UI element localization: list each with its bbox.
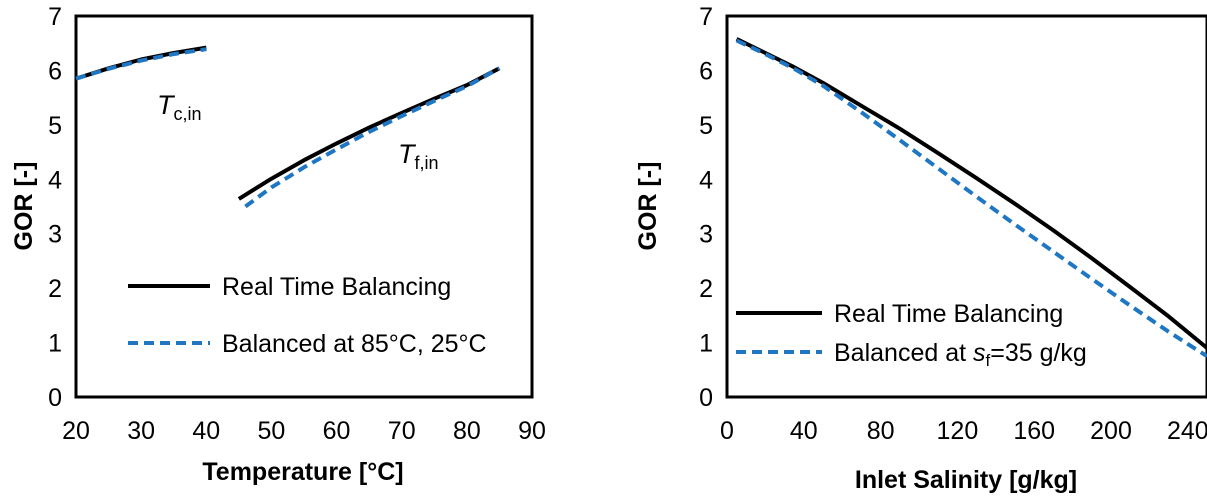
legend-label-balanced-right: Balanced at sf=35 g/kg <box>834 339 1087 370</box>
plot-frame-left <box>74 14 534 399</box>
y-tick-label: 7 <box>699 3 713 31</box>
x-tick-label: 20 <box>62 417 90 445</box>
y-tick-label: 7 <box>48 3 62 31</box>
legend-left: Real Time Balancing Balanced at 85°C, 25… <box>128 273 487 358</box>
x-tick-label: 120 <box>937 417 979 445</box>
series-line-balanced <box>75 47 207 81</box>
x-tick-labels-right: 0 40 80 120 160 200 240 <box>720 417 1207 445</box>
y-tick-label: 3 <box>699 221 713 249</box>
x-axis-title-left: Temperature [°C] <box>202 458 403 486</box>
x-tick-label: 200 <box>1090 417 1132 445</box>
series-lines-left <box>75 45 501 209</box>
series-line-balanced <box>735 38 1207 358</box>
x-tick-label: 40 <box>790 417 818 445</box>
x-axis-title-right: Inlet Salinity [g/kg] <box>855 466 1077 494</box>
x-tick-label: 70 <box>388 417 416 445</box>
legend-right: Real Time Balancing Balanced at sf=35 g/… <box>736 300 1087 370</box>
y-tick-labels-right: 0 1 2 3 4 5 6 7 <box>699 3 713 412</box>
x-tick-label: 90 <box>518 417 546 445</box>
x-tick-label: 60 <box>323 417 351 445</box>
y-axis-title-left: GOR [-] <box>10 162 38 251</box>
chart-right: 0 1 2 3 4 5 6 7 0 40 80 120 160 200 240 GOR [-] Inlet… <box>634 3 1207 494</box>
y-tick-labels-left: 0 1 2 3 4 5 6 7 <box>48 3 62 412</box>
x-tick-label: 40 <box>192 417 220 445</box>
y-tick-label: 0 <box>48 384 62 412</box>
y-tick-label: 2 <box>699 275 713 303</box>
y-tick-label: 6 <box>48 57 62 85</box>
legend-label-real-time-right: Real Time Balancing <box>834 300 1063 328</box>
y-axis-title-right: GOR [-] <box>634 162 662 251</box>
x-tick-label: 240 <box>1167 417 1207 445</box>
plot-frame-right <box>725 14 1207 399</box>
annotation-tc-in: Tc,in <box>157 90 202 124</box>
legend-label-real-time-left: Real Time Balancing <box>222 273 451 301</box>
y-tick-label: 6 <box>699 57 713 85</box>
x-tick-labels-left: 20 30 40 50 60 70 80 90 <box>62 417 546 445</box>
x-tick-label: 160 <box>1013 417 1055 445</box>
legend-label-balanced-left: Balanced at 85°C, 25°C <box>222 330 487 358</box>
x-tick-label: 80 <box>453 417 481 445</box>
y-tick-label: 5 <box>699 112 713 140</box>
y-tick-label: 4 <box>699 166 713 194</box>
series-line-balanced <box>244 66 501 209</box>
y-tick-label: 1 <box>699 330 713 358</box>
y-tick-label: 1 <box>48 330 62 358</box>
series-lines-right <box>735 37 1207 358</box>
y-tick-label: 0 <box>699 384 713 412</box>
chart-left: 0 1 2 3 4 5 6 7 20 30 40 50 60 70 80 90 GOR [-] Temper… <box>10 3 546 486</box>
x-tick-label: 80 <box>867 417 895 445</box>
annotation-tf-in: Tf,in <box>398 139 439 173</box>
y-tick-label: 4 <box>48 166 62 194</box>
y-tick-label: 2 <box>48 275 62 303</box>
y-tick-label: 5 <box>48 112 62 140</box>
x-tick-label: 0 <box>720 417 734 445</box>
x-tick-label: 50 <box>258 417 286 445</box>
y-tick-label: 3 <box>48 221 62 249</box>
x-tick-label: 30 <box>127 417 155 445</box>
